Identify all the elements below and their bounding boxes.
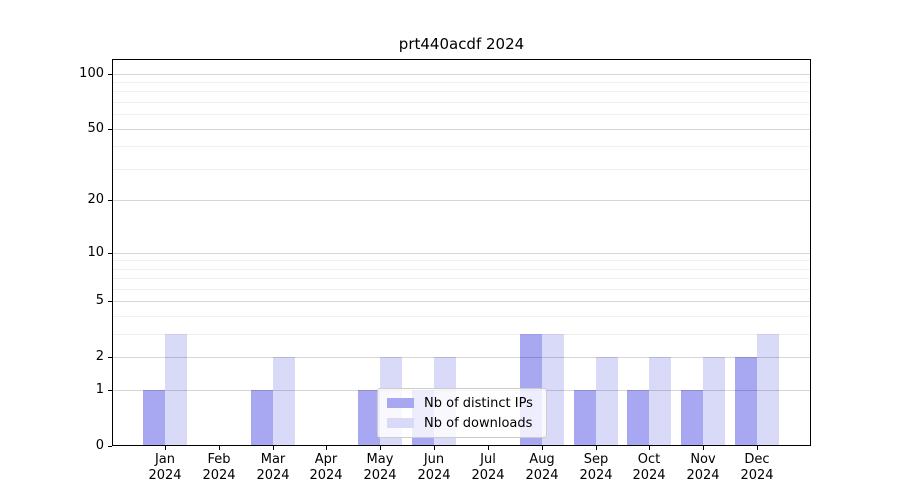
bar-downloads [165, 334, 187, 445]
x-tick-label: Jan 2024 [148, 452, 182, 483]
x-tick-label: Aug 2024 [525, 452, 559, 483]
plot-area [112, 59, 811, 446]
y-tick [108, 200, 112, 201]
x-tick [434, 446, 435, 450]
x-tick-label: Nov 2024 [686, 452, 720, 483]
y-tick-label: 2 [95, 349, 104, 364]
legend-swatch-downloads [387, 418, 414, 428]
chart-title: prt440acdf 2024 [398, 35, 525, 53]
bar-distinct-ips [143, 390, 165, 445]
x-tick-label: Feb 2024 [202, 452, 236, 483]
x-tick [326, 446, 327, 450]
bar-distinct-ips [358, 390, 381, 445]
x-tick-label: Jul 2024 [471, 452, 505, 483]
bar-distinct-ips [627, 390, 650, 445]
y-tick-label: 0 [95, 438, 104, 453]
x-tick-label: Apr 2024 [309, 452, 343, 483]
legend-swatch-distinct-ips [387, 398, 414, 408]
bar-distinct-ips [250, 390, 273, 445]
x-tick [757, 446, 758, 450]
x-tick-label: Jun 2024 [417, 452, 451, 483]
y-tick-label: 10 [87, 245, 104, 260]
bar-downloads [272, 357, 295, 445]
y-tick-label: 1 [95, 382, 104, 397]
x-tick [649, 446, 650, 450]
bar-downloads [595, 357, 618, 445]
y-tick-label: 5 [95, 293, 104, 308]
bar-downloads [703, 357, 726, 445]
bar-distinct-ips [681, 390, 704, 445]
x-tick-label: Mar 2024 [256, 452, 290, 483]
y-tick-label: 50 [87, 121, 104, 136]
y-tick [108, 74, 112, 75]
x-tick-label: May 2024 [363, 452, 397, 483]
y-tick-label: 20 [87, 192, 104, 207]
bar-distinct-ips [735, 357, 757, 445]
x-tick [596, 446, 597, 450]
legend-label-distinct-ips: Nb of distinct IPs [424, 395, 533, 411]
x-tick [165, 446, 166, 450]
bar-distinct-ips [573, 390, 596, 445]
bar-downloads [541, 334, 564, 445]
x-tick-label: Oct 2024 [632, 452, 666, 483]
y-tick [108, 357, 112, 358]
x-tick [488, 446, 489, 450]
y-tick [108, 446, 112, 447]
y-tick-label: 100 [79, 66, 104, 81]
legend-label-downloads: Nb of downloads [424, 415, 533, 431]
legend-item-distinct-ips: Nb of distinct IPs [385, 396, 539, 411]
y-tick [108, 129, 112, 130]
x-tick [273, 446, 274, 450]
x-tick [219, 446, 220, 450]
bar-downloads [757, 334, 779, 445]
bar-downloads [649, 357, 672, 445]
y-tick [108, 390, 112, 391]
y-tick [108, 253, 112, 254]
y-tick [108, 301, 112, 302]
x-tick [703, 446, 704, 450]
legend: Nb of distinct IPs Nb of downloads [377, 388, 547, 438]
legend-item-downloads: Nb of downloads [385, 416, 539, 431]
x-tick [380, 446, 381, 450]
x-tick-label: Dec 2024 [740, 452, 774, 483]
x-tick [542, 446, 543, 450]
x-tick-label: Sep 2024 [579, 452, 613, 483]
